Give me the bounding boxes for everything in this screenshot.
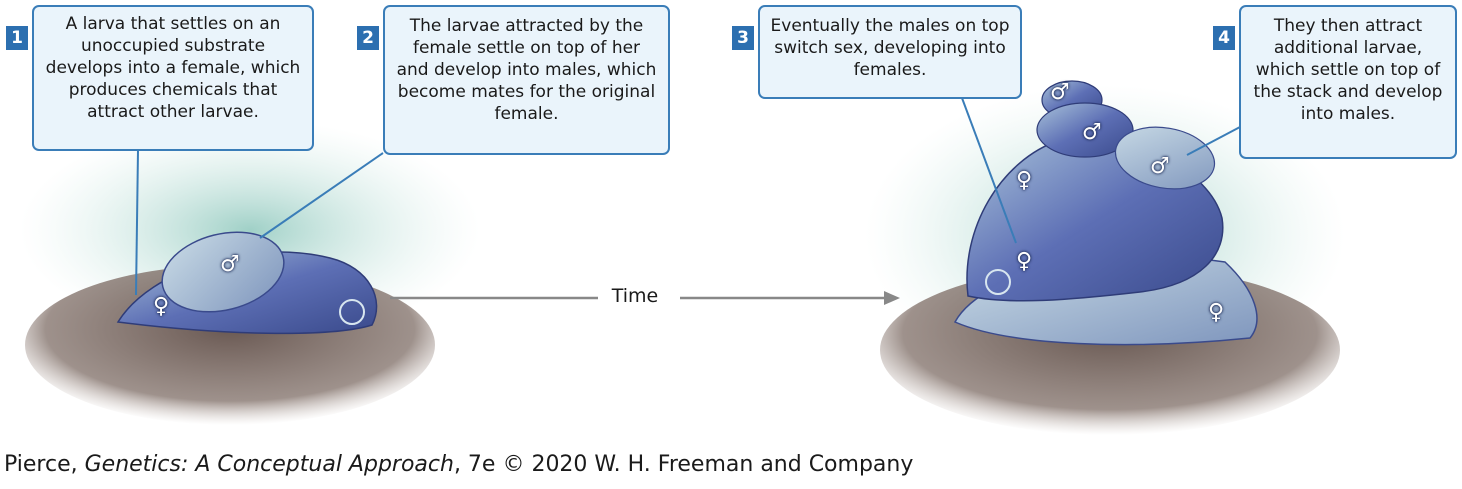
step-badge-4: 4 (1213, 26, 1235, 50)
time-arrow (390, 291, 900, 305)
female-symbol-bottom: ♀ (1208, 300, 1225, 325)
male-symbol-top: ♂ (1050, 80, 1070, 105)
male-shell-left (161, 231, 285, 313)
callout-step-2: The larvae attracted by the female settl… (383, 5, 670, 155)
callout-step-1: A larva that settles on an unoccupied su… (32, 5, 314, 151)
single-female-scene (20, 120, 480, 425)
time-label: Time (600, 285, 670, 307)
leader-line-3 (961, 97, 1017, 244)
female-symbol-left: ♀ (153, 294, 170, 319)
step-badge-3: 3 (732, 26, 754, 50)
male-symbol-right: ♂ (1150, 154, 1170, 179)
shell-spiral-right (985, 269, 1011, 295)
callout-step-3: Eventually the males on top switch sex, … (758, 5, 1022, 99)
credit-rest: , 7e © 2020 W. H. Freeman and Company (453, 452, 914, 477)
male-symbol-middle: ♂ (1082, 120, 1102, 145)
step-badge-1: 1 (6, 26, 28, 50)
female-symbol-upper: ♀ (1016, 168, 1033, 193)
step-badge-2: 2 (357, 26, 379, 50)
credit-line: Pierce, Genetics: A Conceptual Approach,… (4, 452, 913, 477)
top-male-shell-2 (1036, 102, 1134, 158)
leader-line-1 (135, 149, 139, 296)
leader-line-4 (1186, 126, 1241, 156)
leader-lines (135, 97, 1241, 296)
female-symbol-middle: ♀ (1016, 249, 1033, 274)
time-arrowhead (884, 291, 900, 305)
top-male-shell-3 (1114, 126, 1216, 190)
credit-author: Pierce, (4, 452, 85, 477)
leader-line-2 (259, 152, 384, 239)
male-symbol-left: ♂ (220, 252, 240, 277)
stacked-scene (865, 80, 1345, 435)
shell-spiral-left (339, 299, 365, 325)
credit-book-title: Genetics: A Conceptual Approach (84, 452, 454, 477)
callout-step-4: They then attract additional larvae, whi… (1239, 5, 1457, 159)
